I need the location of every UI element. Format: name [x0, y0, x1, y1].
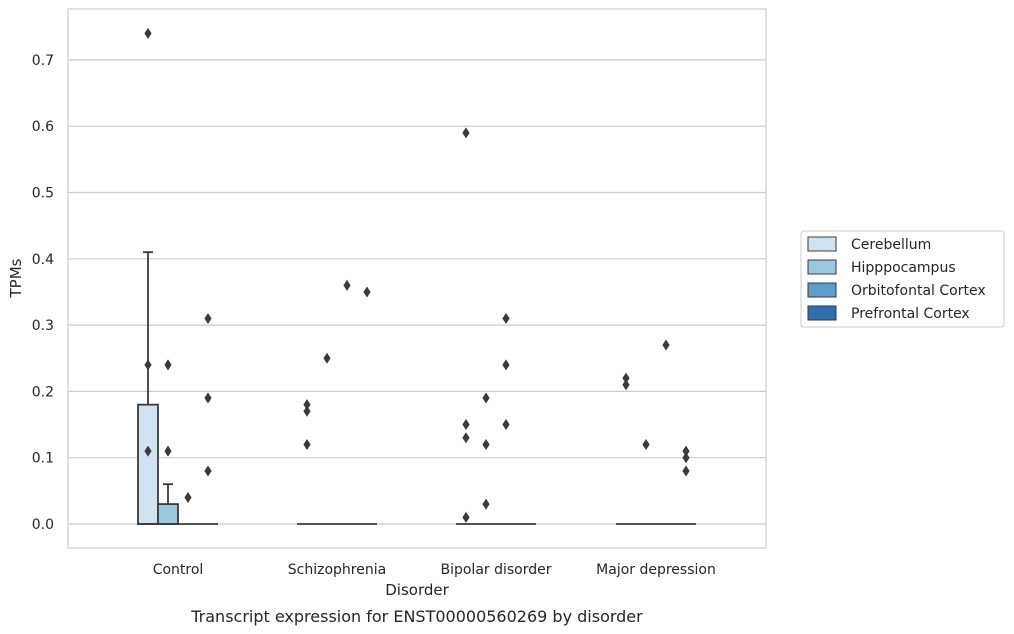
outlier-point	[164, 359, 172, 371]
outlier-point	[502, 312, 510, 324]
legend-swatch-hipppocampus	[807, 259, 837, 275]
y-tick-label: 0.1	[32, 451, 54, 467]
box-body	[157, 503, 179, 525]
y-tick-label: 0.0	[32, 517, 54, 533]
outlier-point	[144, 445, 152, 457]
outlier-point	[204, 392, 212, 404]
outlier-point	[462, 511, 470, 523]
outlier-point	[144, 27, 152, 39]
legend-swatch-orbitofontal-cortex	[807, 282, 837, 298]
boxes	[137, 251, 696, 525]
outlier-point	[462, 432, 470, 444]
outlier-point	[164, 445, 172, 457]
x-tick-label: Major depression	[596, 562, 716, 578]
outlier-point	[682, 445, 690, 457]
y-tick-label: 0.5	[32, 186, 54, 202]
outlier-point	[303, 438, 311, 450]
outlier-point	[303, 405, 311, 417]
outlier-point	[343, 279, 351, 291]
outlier-point	[363, 286, 371, 298]
legend-swatch-prefrontal-cortex	[807, 305, 837, 321]
y-tick-label: 0.4	[32, 252, 54, 268]
outlier-point	[144, 359, 152, 371]
y-tick-label: 0.6	[32, 119, 54, 135]
outlier-point	[184, 491, 192, 503]
outlier-point	[682, 452, 690, 464]
outlier-point	[662, 339, 670, 351]
outlier-point	[682, 465, 690, 477]
x-tick-labels: Control Schizophrenia Bipolar disorder Majo…	[153, 562, 716, 578]
legend: Cerebellum Hipppocampus Orbitofontal Corte…	[800, 230, 1005, 328]
box-body	[137, 403, 159, 525]
plot-frame	[67, 8, 767, 549]
outlier-point	[204, 312, 212, 324]
outliers	[144, 27, 690, 523]
box-cerebellum-control	[137, 251, 159, 525]
outlier-point	[204, 465, 212, 477]
outlier-point	[642, 438, 650, 450]
legend-label-hipppocampus: Hipppocampus	[851, 260, 956, 276]
outlier-point	[303, 399, 311, 411]
y-tick-labels: 0.0 0.1 0.2 0.3 0.4 0.5 0.6 0.7	[32, 53, 54, 533]
outlier-point	[502, 419, 510, 431]
gridlines	[68, 59, 766, 525]
chart-caption: Transcript expression for ENST0000056026…	[190, 607, 643, 626]
legend-label-orbitofontal-cortex: Orbitofontal Cortex	[851, 283, 986, 299]
x-axis-label: Disorder	[385, 581, 449, 599]
legend-label-cerebellum: Cerebellum	[851, 237, 931, 253]
y-tick-label: 0.7	[32, 53, 54, 69]
y-axis-label: TPMs	[7, 258, 25, 298]
box-hipppocampus-control	[157, 483, 179, 525]
legend-frame	[800, 230, 1005, 328]
x-tick-label: Control	[153, 562, 204, 578]
outlier-point	[462, 127, 470, 139]
legend-label-prefrontal-cortex: Prefrontal Cortex	[851, 306, 970, 322]
outlier-point	[482, 498, 490, 510]
y-tick-label: 0.3	[32, 318, 54, 334]
outlier-point	[462, 419, 470, 431]
x-tick-label: Schizophrenia	[288, 562, 386, 578]
outlier-point	[622, 379, 630, 391]
outlier-point	[502, 359, 510, 371]
x-tick-label: Bipolar disorder	[440, 562, 551, 578]
outlier-point	[482, 392, 490, 404]
y-tick-label: 0.2	[32, 384, 54, 400]
outlier-point	[622, 372, 630, 384]
outlier-point	[482, 438, 490, 450]
legend-swatch-cerebellum	[807, 236, 837, 252]
outlier-point	[323, 352, 331, 364]
